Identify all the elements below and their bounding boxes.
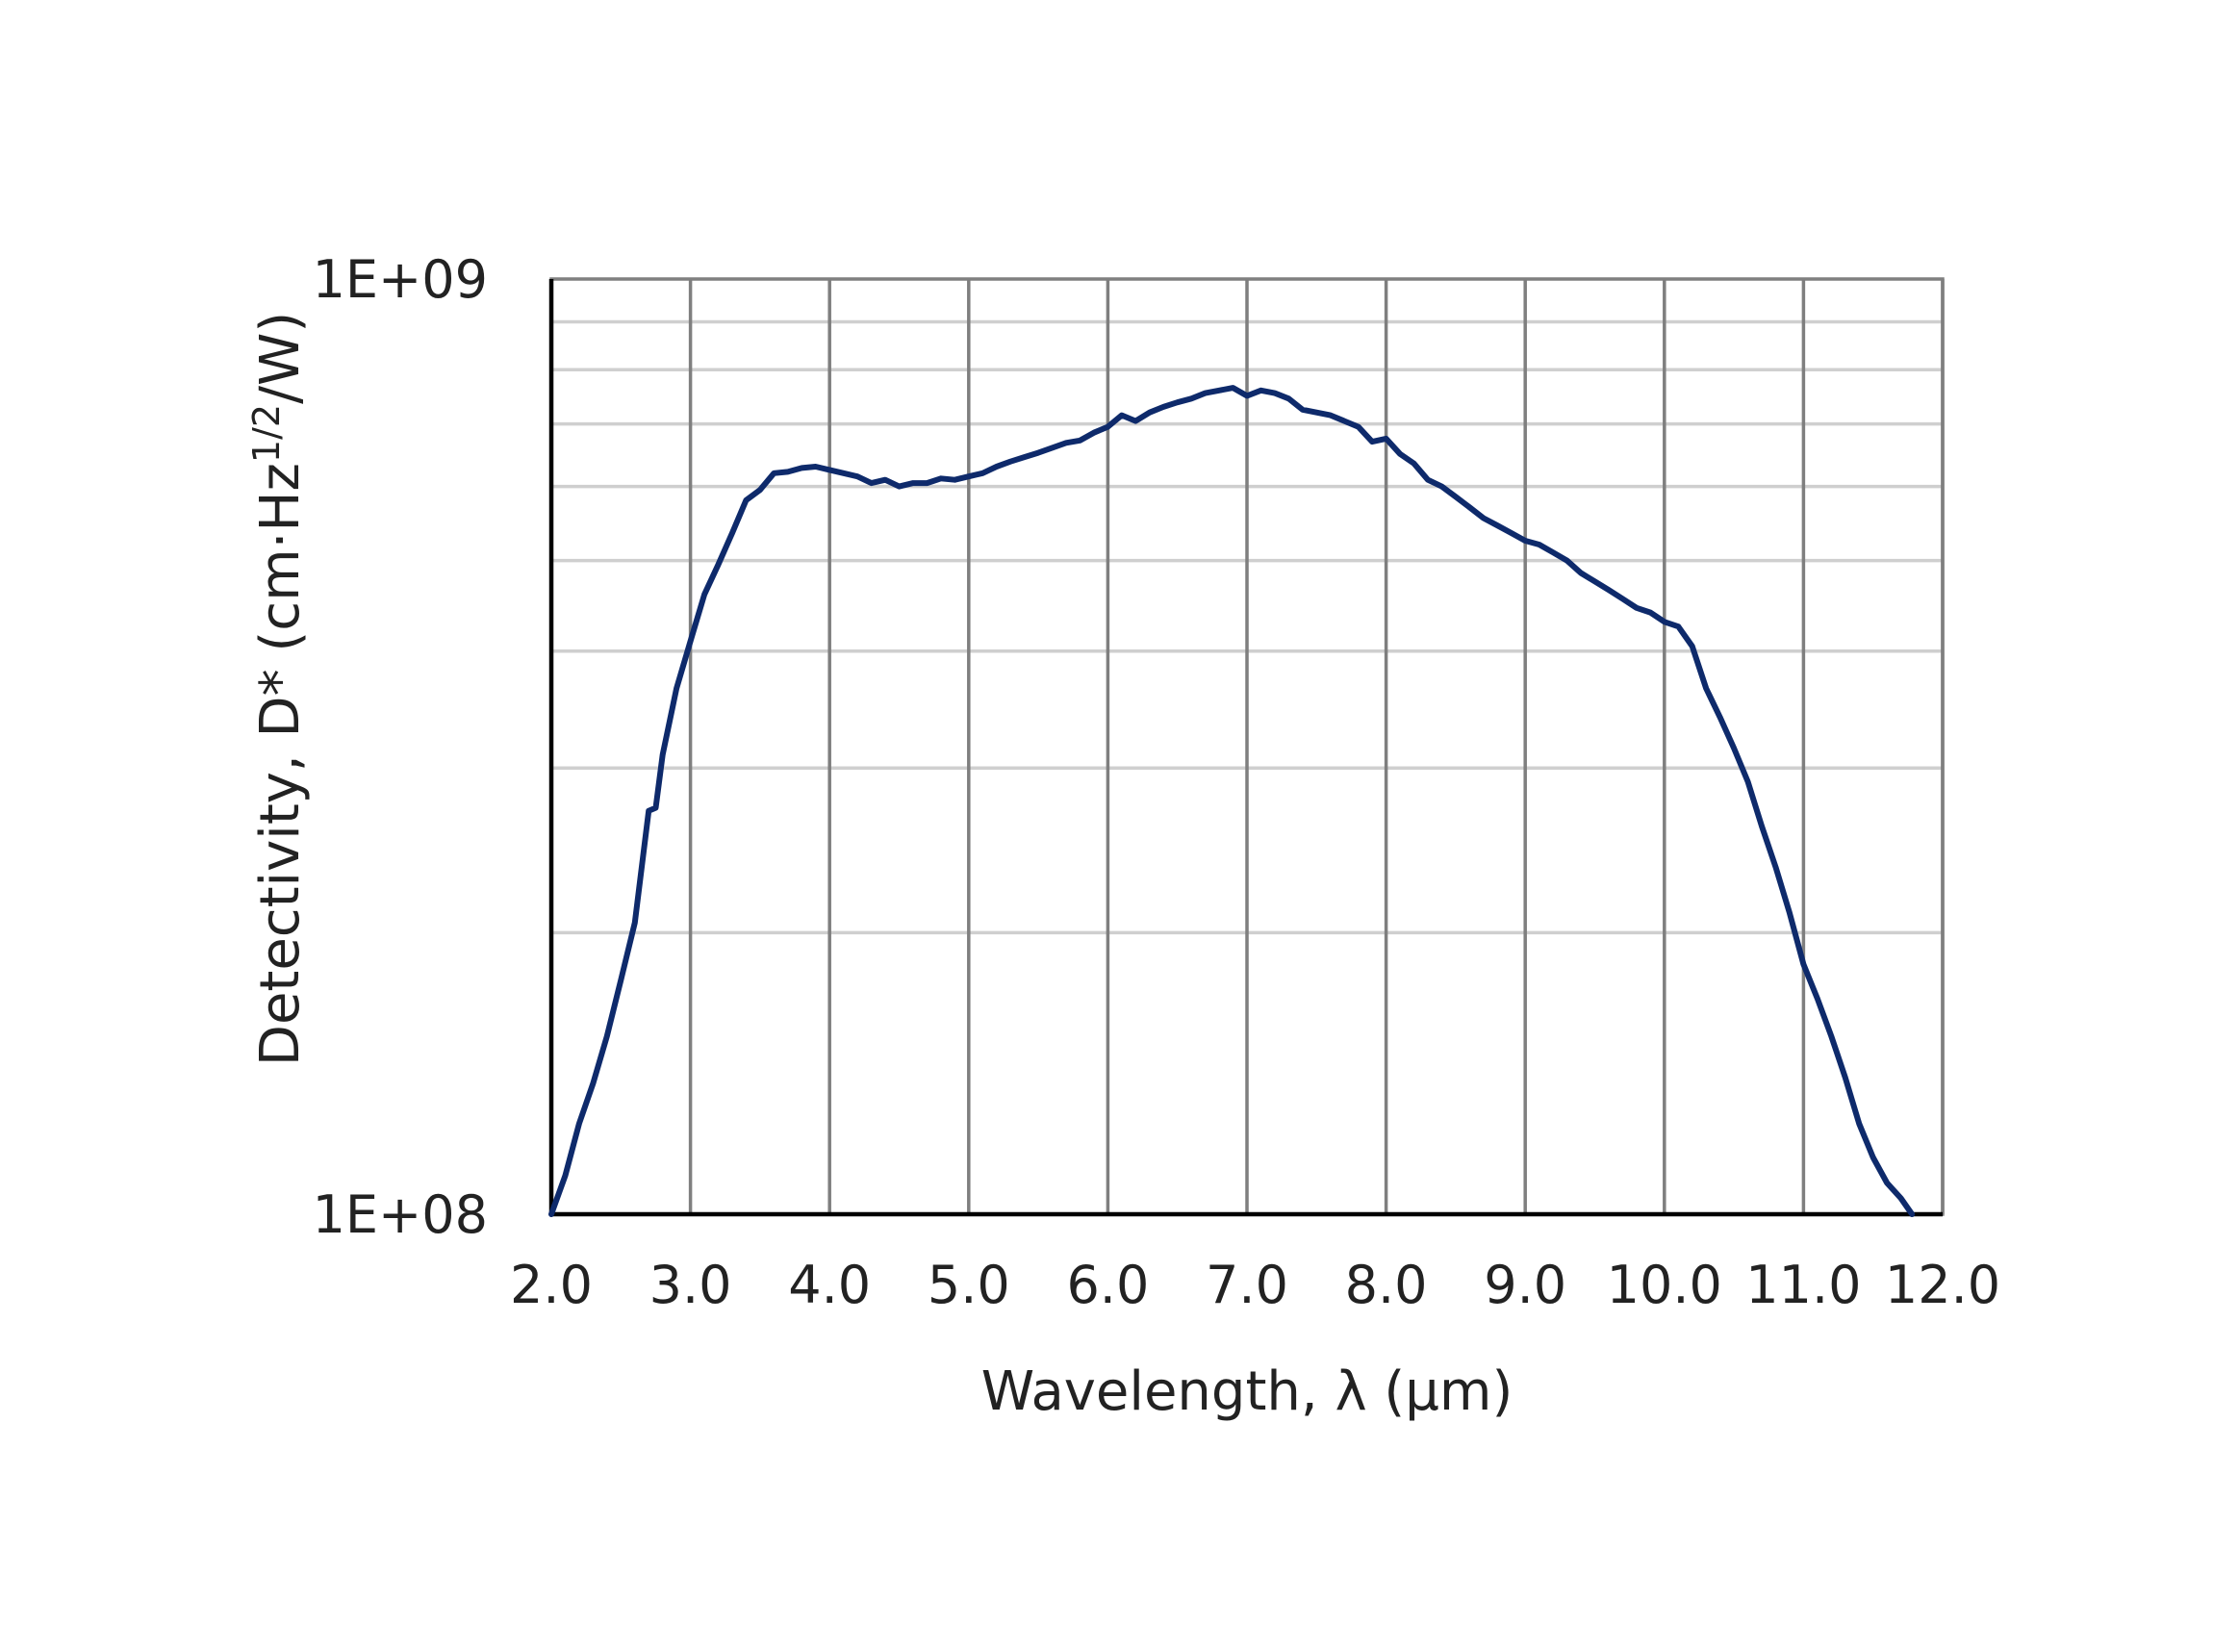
x-tick-label: 5.0	[928, 1255, 1010, 1315]
y-tick-label: 1E+09	[313, 249, 488, 310]
x-tick-label: 2.0	[510, 1255, 593, 1315]
x-tick-labels: 2.0 3.0 4.0 5.0 6.0 7.0 8.0 9.0 10.0 11.0 12.0	[510, 1255, 2000, 1315]
x-tick-label: 10.0	[1607, 1255, 1722, 1315]
y-axis-title-superscript: 1/2	[245, 404, 288, 463]
x-tick-label: 12.0	[1885, 1255, 2000, 1315]
x-tick-label: 3.0	[649, 1255, 732, 1315]
y-axis-title: Detectivity, D* (cm·Hz1/2/W)	[245, 312, 312, 1066]
y-axis-title-main: Detectivity, D* (cm·Hz	[249, 463, 312, 1066]
x-tick-label: 9.0	[1484, 1255, 1566, 1315]
x-axis-title: Wavelength, λ (μm)	[981, 1360, 1513, 1423]
series-layer	[548, 385, 1916, 1217]
y-tick-label: 1E+08	[313, 1184, 488, 1245]
x-tick-label: 6.0	[1066, 1255, 1149, 1315]
x-tick-label: 7.0	[1206, 1255, 1288, 1315]
x-tick-label: 8.0	[1345, 1255, 1428, 1315]
x-tick-label: 4.0	[788, 1255, 871, 1315]
x-tick-label: 11.0	[1745, 1255, 1861, 1315]
y-axis-title-tail: /W)	[249, 312, 312, 404]
y-tick-labels: 1E+08 1E+09	[313, 249, 488, 1245]
detectivity-series-line-0	[548, 385, 1916, 1217]
